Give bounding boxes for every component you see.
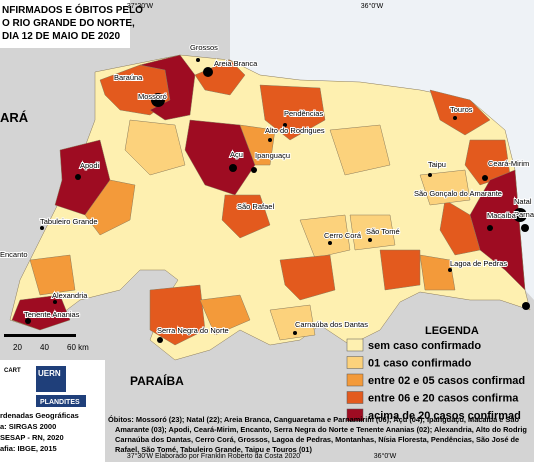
place-label: Serra Negra do Norte [157, 326, 229, 335]
metadata-line: SESAP - RN, 2020 [0, 433, 64, 442]
region-label: PARAÍBA [130, 373, 184, 388]
legend-swatch [346, 408, 364, 422]
coordinate-label: 36°0'W [374, 452, 397, 460]
region-label: ARÁ [0, 110, 29, 125]
place-label: Natal [514, 197, 532, 206]
scale-label: 40 [40, 343, 49, 352]
state-outline [9, 54, 531, 361]
place-label: Ceará-Mirim [488, 159, 529, 168]
logo-text: PLANDITES [40, 399, 80, 406]
place-label: São Tomé [366, 227, 400, 236]
legend-label: entre 06 e 20 casos confirma [368, 393, 519, 405]
title-line: NFIRMADOS E ÓBITOS PELO [2, 3, 143, 16]
place-label: Encanto [0, 250, 28, 259]
place-label: Touros [450, 105, 473, 114]
place-label: Taipu [428, 160, 446, 169]
legend-label: 01 caso confirmado [368, 358, 472, 370]
legend-label: sem caso confirmado [368, 340, 481, 352]
place-label: Alto do Rodrigues [265, 126, 325, 135]
place-label: Açu [230, 150, 243, 159]
place-label: Mossoró [138, 92, 167, 101]
uern-logo [36, 366, 66, 392]
place-label: Cerro Corá [324, 231, 362, 240]
legend-swatch [346, 391, 364, 404]
legend-title: LEGENDA [425, 325, 479, 337]
legend-swatch [346, 373, 364, 387]
deaths-note: Amarante (03); Apodi, Ceará-Mirim, Encan… [115, 425, 527, 434]
place-label: Pendências [284, 109, 323, 118]
place-label: Ipanguaçu [255, 151, 290, 160]
coordinate-label: 36°0'W [361, 2, 384, 10]
metadata-line: rdenadas Geográficas [0, 411, 79, 420]
scale-label: 20 [13, 343, 22, 352]
logo-text: CART [4, 368, 21, 374]
metadata-line: a: SIRGAS 2000 [0, 422, 56, 431]
legend-swatch [346, 338, 364, 352]
legend-swatch [346, 356, 364, 369]
place-label: São Gonçalo do Amarante [414, 189, 502, 198]
place-label: Tenente Ananias [24, 310, 80, 319]
deaths-note: Rafael, São Tomé, Tabuleiro Grande, Taip… [115, 445, 313, 454]
deaths-note: Óbitos: Mossoró (23); Natal (22); Areia … [108, 415, 519, 424]
place-label: Carnaúba dos Dantas [295, 320, 368, 329]
legend-label: entre 02 e 05 casos confirmad [368, 375, 525, 387]
logo-text: UERN [38, 369, 61, 378]
title-line: O RIO GRANDE DO NORTE, [2, 18, 135, 29]
scale-bar [4, 334, 76, 337]
place-label: Lagoa de Pedras [450, 259, 507, 268]
title-line: DIA 12 DE MAIO DE 2020 [2, 31, 120, 42]
legend-label: acima de 20 casos confirmad [368, 410, 521, 422]
plandites-logo [36, 395, 86, 407]
sea [230, 0, 534, 300]
place-label: Tabuleiro Grande [40, 217, 98, 226]
deaths-note: Carnaúba dos Dantas, Cerro Corá, Grossos… [115, 435, 519, 444]
place-label: Apodi [80, 161, 100, 170]
credit: Elaborado por Franklin Roberto da Costa … [155, 453, 300, 460]
place-label: Macaíba [487, 211, 517, 220]
place-label: São Rafael [237, 202, 274, 211]
coordinate-label: 37°30'W [127, 2, 154, 10]
metadata-line: afia: IBGE, 2015 [0, 444, 57, 453]
place-label: Baraúna [114, 73, 143, 82]
place-label: Areia Branca [214, 59, 258, 68]
place-label: Grossos [190, 43, 218, 52]
coordinate-label: 37°30'W [127, 452, 154, 460]
title-box [0, 0, 130, 48]
place-label: Alexandria [52, 291, 88, 300]
scale-label: 60 km [67, 343, 89, 352]
place-label: Parna [514, 210, 534, 219]
